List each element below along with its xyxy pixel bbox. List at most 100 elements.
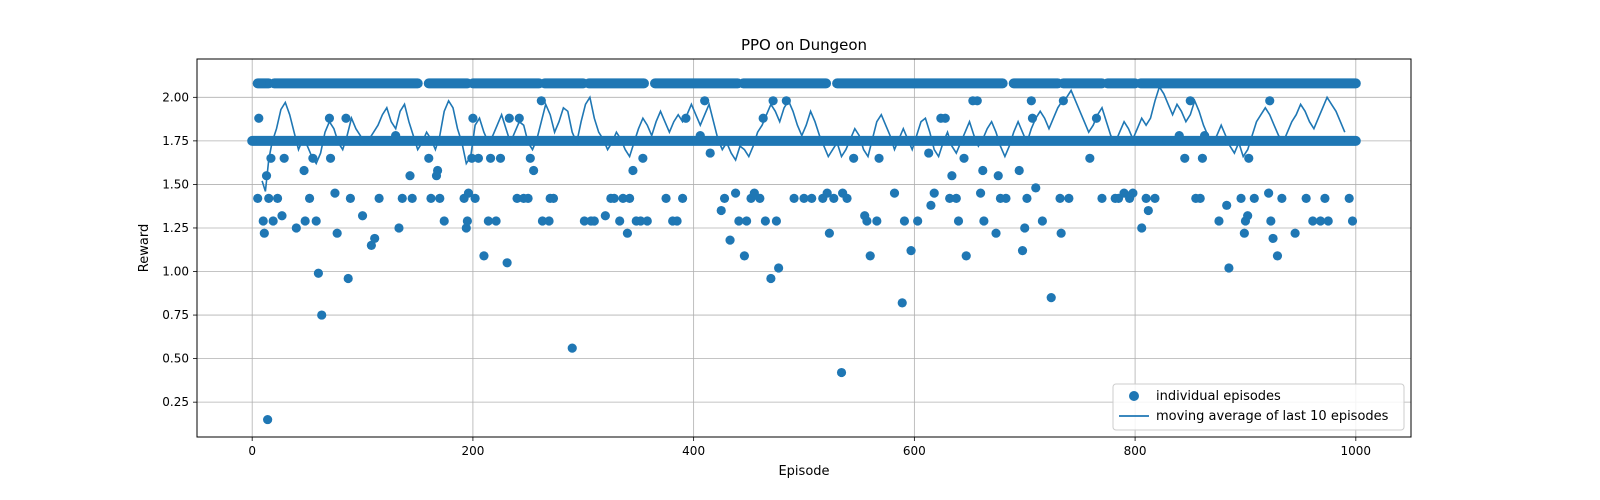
scatter-point bbox=[483, 216, 493, 226]
legend-box bbox=[1112, 383, 1405, 431]
scatter-point bbox=[317, 310, 327, 320]
scatter-point bbox=[836, 367, 847, 378]
scatter-point bbox=[424, 153, 434, 163]
scatter-point bbox=[672, 216, 682, 226]
scatter-point bbox=[504, 113, 514, 123]
scatter-point bbox=[259, 228, 269, 238]
scatter-point bbox=[479, 251, 489, 261]
scatter-point bbox=[789, 193, 799, 203]
scatter-point bbox=[439, 216, 449, 226]
scatter-point bbox=[1141, 193, 1151, 203]
scatter-point bbox=[536, 96, 546, 106]
scatter-point bbox=[311, 216, 321, 226]
scatter-point bbox=[1308, 216, 1318, 226]
scatter-point bbox=[502, 258, 512, 268]
scatter-point bbox=[579, 216, 589, 226]
scatter-point bbox=[258, 216, 268, 226]
scatter-point bbox=[325, 153, 336, 163]
scatter-point bbox=[1290, 228, 1300, 238]
scatter-point bbox=[1224, 263, 1234, 273]
scatter-point bbox=[1020, 223, 1030, 233]
scatter-point bbox=[719, 193, 730, 203]
scatter-point bbox=[1055, 193, 1065, 203]
scatter-point bbox=[567, 343, 577, 353]
scatter-point bbox=[300, 216, 310, 226]
scatter-points bbox=[247, 78, 1358, 425]
scatter-point bbox=[945, 193, 955, 203]
scatter-point bbox=[299, 165, 309, 176]
scatter-point bbox=[1268, 233, 1278, 244]
scatter-point bbox=[1266, 216, 1276, 226]
scatter-point bbox=[1180, 153, 1190, 163]
scatter-point bbox=[849, 153, 859, 163]
scatter-point bbox=[485, 153, 496, 163]
scatter-point bbox=[525, 153, 535, 163]
scatter-point bbox=[734, 216, 744, 226]
scatter-point bbox=[766, 273, 776, 284]
scatter-point bbox=[514, 113, 524, 123]
scatter-point bbox=[739, 251, 750, 261]
scatter-point bbox=[370, 233, 380, 244]
scatter-point bbox=[993, 171, 1003, 181]
scatter-point bbox=[1195, 193, 1205, 203]
scatter-point bbox=[366, 240, 376, 250]
scatter-point bbox=[324, 113, 335, 123]
scatter-point bbox=[1037, 216, 1047, 226]
scatter-point bbox=[1174, 131, 1184, 141]
scatter-point bbox=[1222, 200, 1232, 210]
scatter-point bbox=[473, 153, 484, 163]
x-tick-label: 800 bbox=[1124, 444, 1147, 458]
y-axis: 0.25 0.50 0.75 1.00 1.25 1.50 1.75 2.00 bbox=[162, 90, 197, 409]
scatter-point bbox=[1265, 96, 1275, 106]
scatter-point bbox=[304, 193, 315, 203]
scatter-point bbox=[1026, 96, 1036, 106]
scatter-point bbox=[313, 268, 323, 278]
scatter-point bbox=[618, 193, 628, 203]
scatter-point bbox=[1243, 211, 1253, 221]
scatter-point bbox=[771, 216, 782, 226]
scatter-point bbox=[1128, 188, 1138, 198]
scatter-point bbox=[959, 153, 969, 163]
legend-label-line: moving average of last 10 episodes bbox=[1156, 409, 1389, 424]
moving-average-line bbox=[261, 85, 1346, 192]
scatter-point bbox=[432, 165, 443, 176]
scatter-point bbox=[972, 96, 982, 106]
scatter-point bbox=[253, 193, 263, 203]
scatter-point bbox=[755, 193, 765, 203]
scatter-point bbox=[953, 216, 964, 226]
scatter-point bbox=[1097, 193, 1107, 203]
x-axis-label: Episode bbox=[778, 464, 829, 479]
scatter-point bbox=[947, 171, 957, 181]
scatter-point bbox=[357, 211, 368, 221]
scatter-point bbox=[589, 216, 599, 226]
scatter-point bbox=[924, 148, 934, 158]
scatter-point bbox=[862, 216, 872, 226]
scatter-point bbox=[544, 216, 554, 226]
scatter-point bbox=[1056, 228, 1066, 238]
scatter-point bbox=[1272, 251, 1283, 261]
scatter-point bbox=[700, 96, 710, 106]
scatter-point bbox=[897, 298, 907, 308]
scatter-point bbox=[1017, 246, 1028, 256]
scatter-point bbox=[1137, 223, 1147, 233]
scatter-point bbox=[1244, 153, 1254, 163]
scatter-point bbox=[264, 193, 274, 203]
x-tick-label: 0 bbox=[248, 444, 256, 458]
scatter-point bbox=[491, 216, 501, 226]
scatter-point bbox=[495, 153, 506, 163]
scatter-point bbox=[807, 193, 817, 203]
scatter-point bbox=[824, 228, 834, 238]
x-tick-label: 1000 bbox=[1341, 444, 1372, 458]
scatter-point bbox=[1239, 228, 1249, 238]
scatter-point bbox=[1249, 193, 1259, 203]
scatter-point bbox=[405, 171, 415, 181]
y-tick-label: 0.75 bbox=[162, 308, 189, 322]
scatter-point bbox=[625, 193, 635, 203]
scatter-point bbox=[1022, 193, 1032, 203]
scatter-point bbox=[1185, 96, 1195, 106]
scatter-point bbox=[512, 193, 522, 203]
scatter-point bbox=[1264, 188, 1274, 198]
y-axis-label: Reward bbox=[137, 224, 152, 272]
scatter-point bbox=[1001, 193, 1011, 203]
